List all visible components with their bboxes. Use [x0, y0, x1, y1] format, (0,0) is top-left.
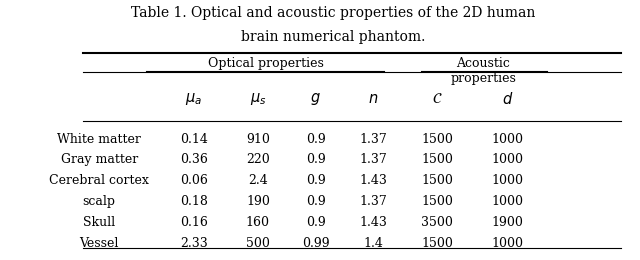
Text: 1.43: 1.43 [359, 174, 387, 187]
Text: 1500: 1500 [421, 237, 453, 250]
Text: 1500: 1500 [421, 174, 453, 187]
Text: 1000: 1000 [492, 153, 524, 166]
Text: 1.37: 1.37 [359, 195, 387, 208]
Text: Optical properties: Optical properties [207, 57, 324, 70]
Text: 0.9: 0.9 [306, 216, 325, 229]
Text: 1.4: 1.4 [363, 237, 383, 250]
Text: 910: 910 [246, 133, 270, 146]
Text: 3500: 3500 [421, 216, 453, 229]
Text: Table 1. Optical and acoustic properties of the 2D human: Table 1. Optical and acoustic properties… [131, 6, 535, 21]
Text: 1500: 1500 [421, 153, 453, 166]
Text: Cerebral cortex: Cerebral cortex [49, 174, 149, 187]
Text: 0.14: 0.14 [180, 133, 208, 146]
Text: scalp: scalp [83, 195, 116, 208]
Text: 1000: 1000 [492, 174, 524, 187]
Text: 0.9: 0.9 [306, 133, 325, 146]
Text: 0.9: 0.9 [306, 195, 325, 208]
Text: 2.33: 2.33 [180, 237, 208, 250]
Text: $n$: $n$ [368, 92, 378, 106]
Text: Gray matter: Gray matter [61, 153, 138, 166]
Text: 220: 220 [246, 153, 270, 166]
Text: 1000: 1000 [492, 237, 524, 250]
Text: Skull: Skull [83, 216, 115, 229]
Text: $\mu_s$: $\mu_s$ [250, 91, 266, 107]
Text: $\mathcal{C}$: $\mathcal{C}$ [432, 92, 442, 106]
Text: 0.36: 0.36 [180, 153, 208, 166]
Text: $d$: $d$ [502, 91, 513, 107]
Text: 0.9: 0.9 [306, 153, 325, 166]
Text: 0.18: 0.18 [180, 195, 208, 208]
Text: 2.4: 2.4 [248, 174, 268, 187]
Text: 1500: 1500 [421, 195, 453, 208]
Text: Acoustic
properties: Acoustic properties [451, 57, 516, 85]
Text: 1.37: 1.37 [359, 153, 387, 166]
Text: 1000: 1000 [492, 195, 524, 208]
Text: $g$: $g$ [310, 91, 321, 107]
Text: 1000: 1000 [492, 133, 524, 146]
Text: 0.06: 0.06 [180, 174, 208, 187]
Text: 160: 160 [246, 216, 270, 229]
Text: 0.16: 0.16 [180, 216, 208, 229]
Text: 1.43: 1.43 [359, 216, 387, 229]
Text: Vessel: Vessel [79, 237, 119, 250]
Text: $\mu_a$: $\mu_a$ [186, 91, 202, 107]
Text: brain numerical phantom.: brain numerical phantom. [241, 30, 425, 44]
Text: 0.9: 0.9 [306, 174, 325, 187]
Text: 1500: 1500 [421, 133, 453, 146]
Text: White matter: White matter [57, 133, 141, 146]
Text: 0.99: 0.99 [301, 237, 330, 250]
Text: 1.37: 1.37 [359, 133, 387, 146]
Text: 190: 190 [246, 195, 270, 208]
Text: 1900: 1900 [492, 216, 524, 229]
Text: 500: 500 [246, 237, 270, 250]
